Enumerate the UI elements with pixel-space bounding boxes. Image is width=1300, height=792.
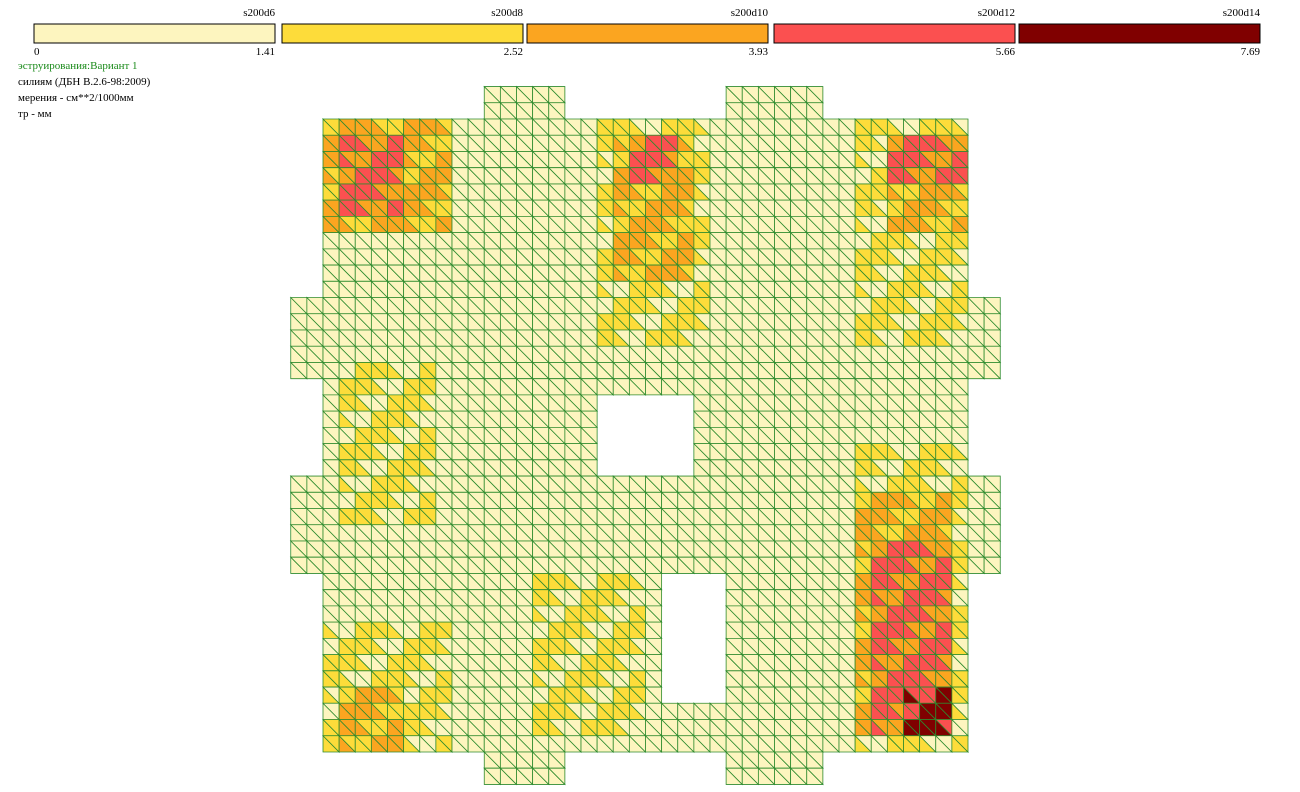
info-line: тр - мм	[18, 108, 52, 120]
legend-swatch	[34, 24, 275, 43]
legend-label: s200d6	[243, 7, 275, 19]
mesh	[291, 87, 1001, 785]
legend-bound: 1.41	[256, 46, 275, 58]
screen: s200d6 s200d8 s200d10 s200d12 s200d14 0 1.41 2.…	[0, 0, 1300, 792]
info-line: мерения - см**2/1000мм	[18, 92, 134, 104]
legend-bound: 3.93	[749, 46, 769, 58]
legend-label: s200d8	[491, 7, 523, 19]
legend-bound: 7.69	[1241, 46, 1261, 58]
legend-label: s200d10	[731, 7, 769, 19]
legend-swatch	[527, 24, 768, 43]
legend-label: s200d12	[978, 7, 1015, 19]
legend-label: s200d14	[1223, 7, 1261, 19]
legend-swatch	[774, 24, 1015, 43]
info-text: эструирования:Вариант 1 силиям (ДБН В.2.6…	[18, 60, 151, 120]
info-line: силиям (ДБН В.2.6-98:2009)	[18, 76, 151, 88]
legend: s200d6 s200d8 s200d10 s200d12 s200d14 0 1.41 2.…	[34, 7, 1261, 58]
info-line: эструирования:Вариант 1	[18, 60, 138, 72]
legend-bound: 5.66	[996, 46, 1016, 58]
legend-bound: 0	[34, 46, 40, 58]
legend-bound: 2.52	[504, 46, 523, 58]
legend-swatch	[1019, 24, 1260, 43]
legend-swatch	[282, 24, 523, 43]
